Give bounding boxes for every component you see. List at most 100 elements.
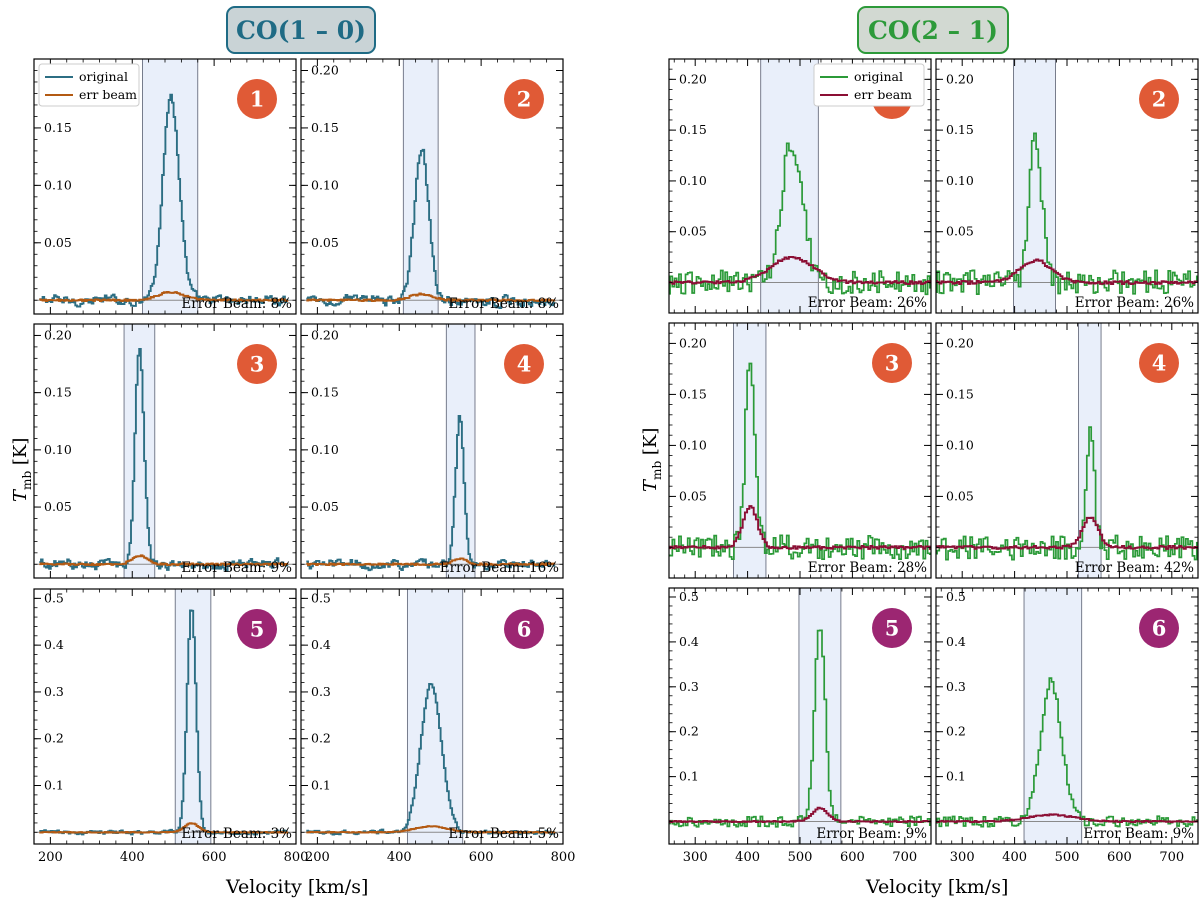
co10-panel-4-ytick-label: 0.15 (311, 385, 339, 400)
co21-panel-1-ytick-label: 0.15 (679, 122, 707, 137)
co21-panel-5-xtick-label: 500 (788, 850, 813, 865)
co21-panel-6-ytick-label: 0.3 (946, 679, 966, 694)
co10-panel-3: 0.05 0.10 0.15 0.20 Error Beam: 9% 3 (33, 323, 297, 579)
co10-panel-1-original-spectrum (39, 93, 289, 308)
co21-panel-6: 0.1 0.2 0.3 0.4 0.5 300 400 500 600 700 Error Beam… (935, 587, 1199, 865)
co10-panel-5-xtick-label: 800 (284, 850, 309, 865)
co10-panel-1-badge-label: 1 (250, 87, 265, 112)
co21-panel-3-err-beam-spectrum (669, 505, 931, 550)
co10-panel-2-original-spectrum (306, 148, 556, 309)
co10-panel-3-badge-label: 3 (250, 352, 265, 377)
co10-panel-4-error-beam-label: Error Beam: 16% (440, 560, 559, 576)
co10-panel-4-badge (504, 344, 544, 384)
co10-panel-2-badge (504, 79, 544, 119)
co21-panel-4-ytick-label: 0.10 (946, 437, 974, 452)
co21-panel-5-ytick-label: 0.2 (679, 724, 699, 739)
co21-panel-3-original-spectrum (669, 362, 931, 561)
co10-panel-2-err-beam-spectrum (306, 292, 556, 303)
co21-panel-6-xtick-label: 600 (1107, 850, 1132, 865)
co10-panel-1-legend-errbeam-label: err beam (79, 87, 137, 102)
co21-panel-4-badge (1139, 343, 1179, 383)
co10-panel-6-ytick-label: 0.3 (311, 684, 331, 699)
co10-panel-2-ytick-label: 0.05 (311, 235, 339, 250)
co10-panel-3-ytick-label: 0.05 (44, 499, 72, 514)
co21-panel-5-error-beam-label: Error Beam: 9% (816, 826, 927, 842)
co10-panel-1-err-beam-spectrum (39, 290, 289, 303)
co10-panel-2: 0.05 0.10 0.15 0.20 Error Beam: 8% 2 (300, 58, 564, 315)
co10-panel-6-xtick-label: 800 (551, 850, 576, 865)
co21-panel-6-xtick-label: 300 (950, 850, 975, 865)
co21-panel-5-ytick-label: 0.4 (679, 634, 699, 649)
co10-panel-5-ytick-label: 0.1 (44, 778, 64, 793)
co10-panel-6-ytick-label: 0.2 (311, 731, 331, 746)
co10-panel-6-badge-label: 6 (517, 617, 532, 642)
co21-panel-2-velocity-band (1013, 58, 1056, 314)
co10-title: CO(1 – 0) (226, 6, 376, 54)
co10-panel-3-velocity-band (123, 323, 156, 579)
co21-panel-5-ytick-label: 0.3 (679, 679, 699, 694)
co21-panel-3-ytick-label: 0.05 (679, 488, 707, 503)
co21-panel-5-velocity-band (798, 587, 842, 845)
co21-panel-2-badge-label: 2 (1152, 87, 1167, 112)
co10-panel-5-ytick-label: 0.2 (44, 731, 64, 746)
co10-panel-3-ytick-label: 0.15 (44, 385, 72, 400)
co10-panel-5-badge (237, 609, 277, 649)
co21-panel-2-ytick-label: 0.20 (946, 71, 974, 86)
co21-panel-2-ytick-label: 0.15 (946, 122, 974, 137)
co21-panel-4-ytick-label: 0.15 (946, 386, 974, 401)
co21-panel-2-badge (1139, 79, 1179, 119)
co21-panel-3-ytick-label: 0.15 (679, 386, 707, 401)
co10-panel-5-ytick-label: 0.5 (44, 590, 64, 605)
co10-panel-6: 0.1 0.2 0.3 0.4 0.5 200 400 600 800 Error Beam: 5… (300, 588, 576, 865)
co21-panel-2: 0.05 0.10 0.15 0.20 Error Beam: 26% 2 (935, 58, 1199, 314)
co21-panel-1-ytick-label: 0.05 (679, 224, 707, 239)
co21-panel-6-ytick-label: 0.2 (946, 724, 966, 739)
co21-panel-6-badge (1139, 608, 1179, 648)
co10-panel-5-xtick-label: 400 (120, 850, 145, 865)
co10-panel-6-ytick-label: 0.5 (311, 590, 331, 605)
co21-panel-3-ytick-label: 0.20 (679, 335, 707, 350)
co10-panel-2-ytick-label: 0.20 (311, 62, 339, 77)
co10-panel-3-err-beam-spectrum (39, 554, 289, 567)
co10-panel-3-badge (237, 344, 277, 384)
co21-panel-1-ytick-label: 0.10 (679, 173, 707, 188)
co10-panel-1-legend-original-label: original (79, 69, 128, 84)
co21-panel-4-error-beam-label: Error Beam: 42% (1075, 560, 1194, 576)
co10-panel-5-xtick-label: 600 (202, 850, 227, 865)
co10-panel-3-error-beam-label: Error Beam: 9% (181, 560, 292, 576)
co10-panel-4-badge-label: 4 (517, 352, 532, 377)
co10-panel-6-badge (504, 609, 544, 649)
co21-panel-3-badge-label: 3 (885, 351, 900, 376)
co10-panel-2-ytick-label: 0.15 (311, 120, 339, 135)
co10-panel-3-ytick-label: 0.20 (44, 327, 72, 342)
co21-panel-6-xtick-label: 400 (1002, 850, 1027, 865)
co21-panel-4: 0.05 0.10 0.15 0.20 Error Beam: 42% 4 (935, 322, 1199, 579)
co10-panel-4: 0.05 0.10 0.15 0.20 Error Beam: 16% 4 (300, 323, 564, 579)
co10-panel-5-ytick-label: 0.4 (44, 637, 64, 652)
co21-xlabel: Velocity [km/s] (866, 876, 1009, 898)
co21-panel-5-xtick-label: 400 (735, 850, 760, 865)
co10-panel-1-ytick-label: 0.05 (44, 235, 72, 250)
co21-panel-2-original-spectrum (936, 132, 1198, 295)
co10-panel-6-ytick-label: 0.1 (311, 778, 331, 793)
co21-panel-6-xtick-label: 700 (1159, 850, 1184, 865)
co21-panel-3: 0.05 0.10 0.15 0.20 Error Beam: 28% 3 (668, 322, 932, 579)
co10-panel-2-error-beam-label: Error Beam: 8% (448, 296, 559, 312)
co21-panel-2-ytick-label: 0.05 (946, 224, 974, 239)
co21-panel-4-err-beam-spectrum (936, 516, 1198, 550)
co10-panel-4-ytick-label: 0.10 (311, 442, 339, 457)
co21-panel-6-badge-label: 6 (1152, 616, 1167, 641)
co21-panel-5-ytick-label: 0.1 (679, 769, 699, 784)
co10-panel-5-original-spectrum (39, 609, 289, 836)
co21-panel-3-error-beam-label: Error Beam: 28% (808, 560, 927, 576)
co10-title-text: CO(1 – 0) (235, 15, 367, 45)
co21-panel-5-xtick-label: 700 (892, 850, 917, 865)
co10-panel-4-velocity-band (445, 323, 476, 579)
co10-xlabel: Velocity [km/s] (226, 876, 369, 898)
co10-panel-5-error-beam-label: Error Beam: 3% (181, 826, 292, 842)
co21-panel-4-badge-label: 4 (1152, 351, 1167, 376)
co21-panel-6-ytick-label: 0.1 (946, 769, 966, 784)
co10-panel-2-ytick-label: 0.10 (311, 177, 339, 192)
co21-panel-1-ytick-label: 0.20 (679, 71, 707, 86)
co21-panel-4-original-spectrum (936, 426, 1198, 561)
